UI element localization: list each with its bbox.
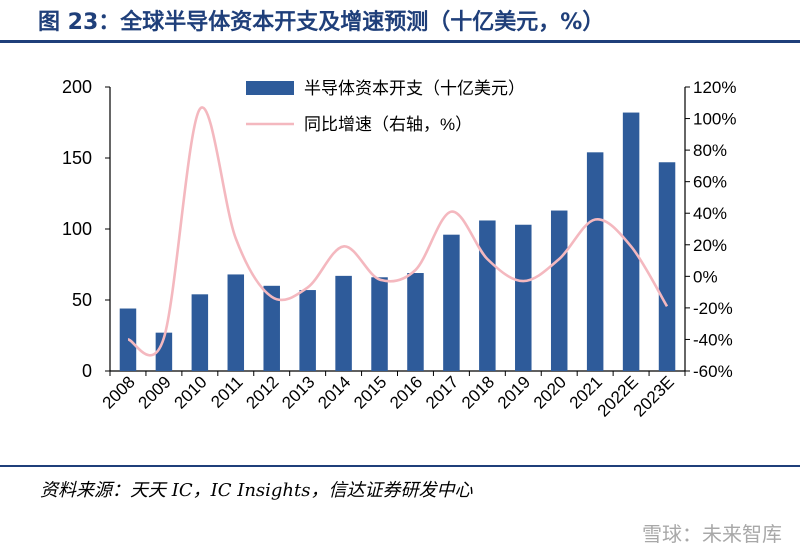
title-rule — [0, 40, 800, 43]
bar — [299, 290, 316, 371]
figure-title: 图 23：全球半导体资本开支及增速预测（十亿美元，%） — [38, 10, 605, 35]
growth-line — [127, 106, 669, 357]
right-tick-label: -60% — [693, 362, 733, 381]
combo-chart: 0 50 100 150 200 -60% -40% -20% 0% 20% 40% 60% 80% 10… — [62, 77, 737, 421]
left-tick-label: 100 — [62, 219, 92, 239]
x-tick-label: 2023E — [630, 372, 678, 420]
right-tick-label: 120% — [693, 78, 736, 97]
legend-bar-label: 半导体资本开支（十亿美元） — [304, 79, 525, 98]
source-rule — [0, 465, 800, 467]
right-tick-label: 0% — [693, 267, 718, 286]
right-tick-label: 20% — [693, 236, 727, 255]
left-tick-label: 200 — [62, 77, 92, 97]
bar — [191, 294, 209, 371]
left-tick-label: 0 — [82, 361, 92, 381]
x-tick-label: 2009 — [135, 372, 175, 412]
bar — [263, 285, 280, 371]
right-tick-label: -20% — [693, 299, 733, 318]
bar — [550, 210, 568, 371]
x-tick-label: 2017 — [422, 372, 462, 412]
x-tick-label: 2014 — [314, 372, 354, 412]
bar — [515, 224, 532, 371]
x-tick-label: 2013 — [278, 372, 318, 412]
bar — [155, 332, 173, 371]
bar — [227, 274, 245, 371]
x-tick-label: 2020 — [530, 372, 570, 412]
right-tick-label: 100% — [693, 110, 736, 129]
bar — [479, 220, 496, 371]
bar — [658, 162, 676, 371]
x-tick-label: 2012 — [242, 372, 282, 412]
left-tick-label: 150 — [62, 148, 92, 168]
x-tick-label: 2016 — [386, 372, 426, 412]
left-tick-label: 50 — [72, 290, 92, 310]
bar — [586, 152, 604, 371]
bar — [622, 112, 640, 371]
x-tick-label: 2019 — [494, 372, 534, 412]
right-tick-label: -40% — [693, 330, 733, 349]
right-tick-label: 40% — [693, 204, 727, 223]
x-tick-label: 2015 — [350, 372, 390, 412]
source-note: 资料来源：天天 IC，IC Insights，信达证券研发中心 — [40, 480, 473, 501]
legend-bar-swatch — [246, 81, 294, 95]
x-tick-label: 2018 — [458, 372, 498, 412]
x-tick-label: 2008 — [99, 372, 139, 412]
bar — [371, 277, 388, 371]
right-tick-label: 80% — [693, 141, 727, 160]
right-tick-label: 60% — [693, 173, 727, 192]
bar — [335, 275, 352, 371]
x-tick-label: 2011 — [207, 372, 246, 411]
bar — [443, 234, 460, 371]
bar — [407, 273, 424, 371]
bar — [119, 308, 137, 371]
legend-line-label: 同比增速（右轴，%） — [304, 115, 472, 134]
watermark: 雪球：未来智库 — [642, 522, 782, 546]
x-tick-label: 2010 — [170, 372, 210, 412]
